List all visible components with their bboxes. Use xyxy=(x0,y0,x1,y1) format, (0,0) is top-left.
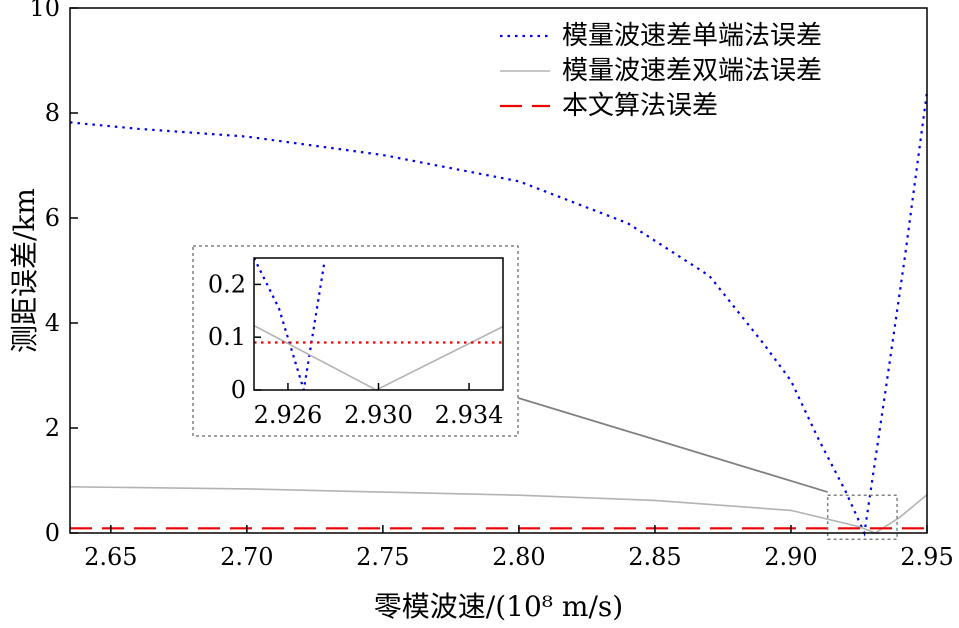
inset-x-tick-label: 2.934 xyxy=(435,401,504,429)
inset-y-tick-label: 0 xyxy=(231,376,246,404)
y-tick-label: 0 xyxy=(45,519,60,547)
inset-outer-frame xyxy=(192,245,519,437)
y-tick-label: 10 xyxy=(29,0,60,22)
main-axes-frame xyxy=(69,7,928,534)
main-plot: 2.65 2.70 2.75 2.80 2.85 2.90 2.95 0 2 4 6 8 10 零模波速/… xyxy=(8,0,954,623)
y-axis-title: 测距误差/km xyxy=(8,188,41,353)
inset-y-tick-label: 0.1 xyxy=(208,323,246,351)
legend-label-0: 模量波速差单端法误差 xyxy=(562,21,822,51)
x-tick-label: 2.80 xyxy=(492,543,545,571)
inset-series-group xyxy=(254,258,503,390)
zoom-region-box xyxy=(826,494,898,541)
x-tick-label: 2.70 xyxy=(220,543,273,571)
x-tick-label: 2.65 xyxy=(84,543,137,571)
inset-connector-line xyxy=(514,396,828,493)
inset-series-line-1 xyxy=(254,324,503,390)
x-tick-label: 2.85 xyxy=(628,543,681,571)
x-tick-label: 2.90 xyxy=(764,543,817,571)
x-axis-title: 零模波速/(10⁸ m/s) xyxy=(374,590,623,623)
inset-x-tick-label: 2.926 xyxy=(254,401,323,429)
y-tick-label: 2 xyxy=(45,414,60,442)
y-tick-label: 8 xyxy=(45,99,60,127)
y-tick-label: 6 xyxy=(45,204,60,232)
legend-label-1: 模量波速差双端法误差 xyxy=(562,56,822,86)
inset-x-tick-label: 2.930 xyxy=(344,401,413,429)
inset-series-line-0 xyxy=(254,258,326,390)
inset-plot: 2.926 2.930 2.934 0 0.1 0.2 xyxy=(192,245,828,493)
legend-label-2: 本文算法误差 xyxy=(562,91,718,121)
x-tick-label: 2.75 xyxy=(356,543,409,571)
x-tick-label: 2.95 xyxy=(900,543,953,571)
inset-y-tick-label: 0.2 xyxy=(208,270,246,298)
y-tick-label: 4 xyxy=(45,309,60,337)
series-line-1 xyxy=(69,486,928,534)
